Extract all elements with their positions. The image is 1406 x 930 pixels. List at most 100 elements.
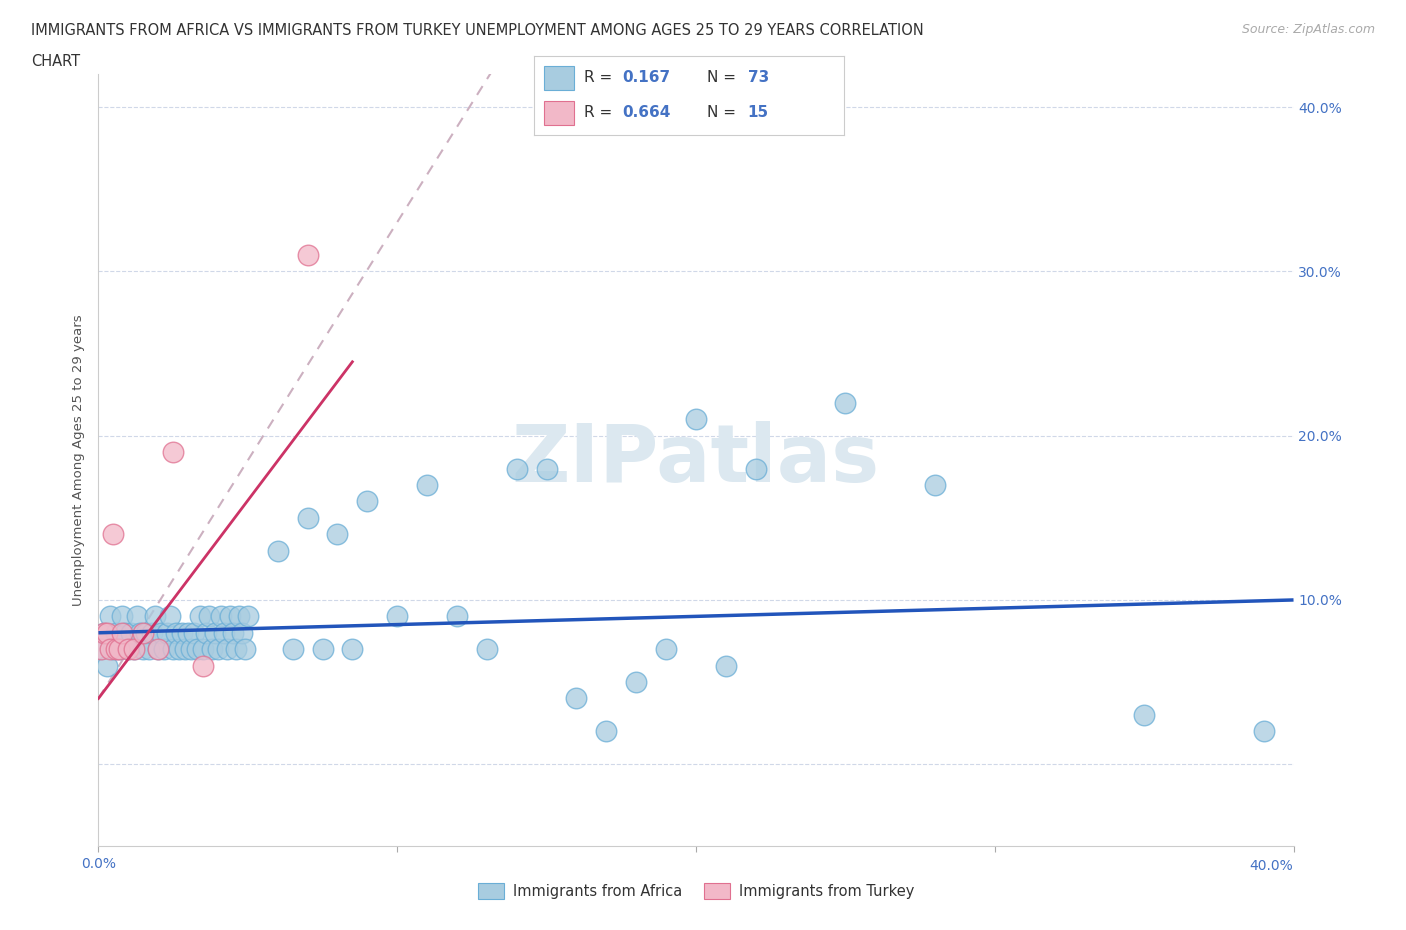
Point — [159, 609, 181, 624]
Point — [186, 642, 208, 657]
Point — [96, 625, 118, 640]
Point — [153, 642, 176, 657]
FancyBboxPatch shape — [544, 100, 575, 125]
Point — [93, 625, 115, 640]
Point — [222, 625, 245, 640]
Point — [416, 477, 439, 492]
Point — [124, 642, 146, 657]
Point — [536, 461, 558, 476]
Point — [311, 642, 333, 657]
Point — [267, 543, 290, 558]
Point — [135, 625, 157, 640]
Point — [745, 461, 768, 476]
Point — [207, 642, 229, 657]
Point — [685, 412, 707, 427]
Point — [183, 625, 205, 640]
Point — [90, 642, 112, 657]
Point — [195, 625, 218, 640]
Point — [148, 642, 170, 657]
Point — [132, 625, 155, 640]
Text: 40.0%: 40.0% — [1250, 859, 1294, 873]
Point — [1133, 708, 1156, 723]
Point — [506, 461, 529, 476]
Point — [162, 445, 184, 459]
Point — [326, 526, 349, 541]
Point — [342, 642, 364, 657]
Point — [108, 642, 131, 657]
Point — [156, 625, 179, 640]
Point — [117, 642, 139, 657]
Point — [108, 642, 131, 657]
Point — [201, 642, 224, 657]
Point — [100, 609, 122, 624]
Point — [111, 625, 134, 640]
Point — [236, 609, 259, 624]
Point — [150, 625, 173, 640]
Text: ZIPatlas: ZIPatlas — [512, 421, 880, 499]
Text: 15: 15 — [748, 105, 769, 120]
Point — [148, 642, 170, 657]
Point — [834, 395, 856, 410]
Point — [103, 526, 125, 541]
Point — [231, 625, 253, 640]
Point — [90, 642, 112, 657]
Point — [162, 642, 184, 657]
Point — [100, 642, 122, 657]
Point — [124, 642, 146, 657]
Legend: Immigrants from Africa, Immigrants from Turkey: Immigrants from Africa, Immigrants from … — [472, 877, 920, 905]
Point — [924, 477, 946, 492]
Point — [180, 642, 202, 657]
Point — [93, 625, 115, 640]
Point — [103, 642, 125, 657]
Point — [356, 494, 378, 509]
Text: R =: R = — [583, 105, 617, 120]
Text: IMMIGRANTS FROM AFRICA VS IMMIGRANTS FROM TURKEY UNEMPLOYMENT AMONG AGES 25 TO 2: IMMIGRANTS FROM AFRICA VS IMMIGRANTS FRO… — [31, 23, 924, 38]
Point — [111, 609, 134, 624]
Point — [225, 642, 247, 657]
Text: 0.664: 0.664 — [623, 105, 671, 120]
Point — [595, 724, 617, 738]
Text: Source: ZipAtlas.com: Source: ZipAtlas.com — [1241, 23, 1375, 36]
Point — [177, 625, 200, 640]
Point — [565, 691, 588, 706]
Point — [198, 609, 221, 624]
Point — [191, 658, 214, 673]
Point — [165, 625, 187, 640]
Point — [96, 658, 118, 673]
Point — [143, 609, 166, 624]
Point — [117, 642, 139, 657]
Point — [167, 642, 190, 657]
Text: N =: N = — [707, 105, 741, 120]
Point — [1253, 724, 1275, 738]
Point — [212, 625, 235, 640]
Point — [297, 247, 319, 262]
Point — [385, 609, 409, 624]
Point — [215, 642, 238, 657]
Text: 0.167: 0.167 — [623, 70, 671, 85]
Point — [129, 625, 152, 640]
Text: 73: 73 — [748, 70, 769, 85]
Point — [228, 609, 250, 624]
Text: CHART: CHART — [31, 54, 80, 69]
FancyBboxPatch shape — [544, 66, 575, 90]
Point — [219, 609, 242, 624]
Text: N =: N = — [707, 70, 741, 85]
Point — [105, 642, 128, 657]
Point — [141, 625, 163, 640]
Point — [120, 625, 142, 640]
Point — [209, 609, 232, 624]
Point — [132, 642, 155, 657]
Point — [191, 642, 214, 657]
Point — [714, 658, 737, 673]
Point — [233, 642, 256, 657]
Point — [127, 609, 149, 624]
Point — [172, 625, 194, 640]
Point — [105, 625, 128, 640]
Point — [281, 642, 304, 657]
Point — [446, 609, 468, 624]
Point — [138, 642, 160, 657]
Point — [174, 642, 197, 657]
Y-axis label: Unemployment Among Ages 25 to 29 years: Unemployment Among Ages 25 to 29 years — [72, 314, 86, 606]
Point — [655, 642, 678, 657]
Text: R =: R = — [583, 70, 617, 85]
